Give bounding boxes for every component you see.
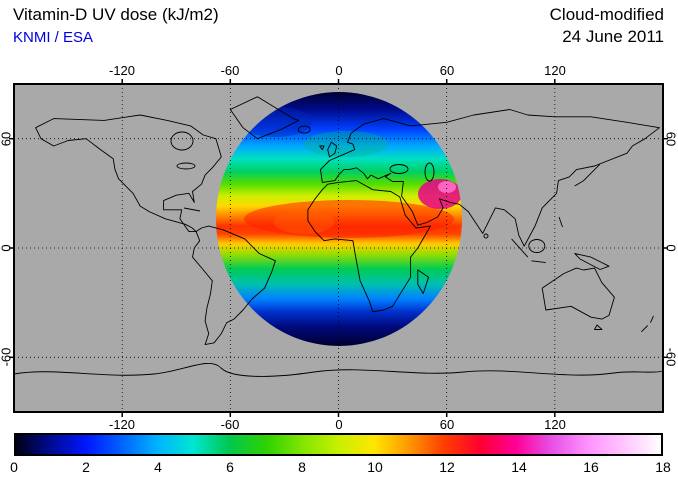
- lon-tick-label: 0: [335, 63, 343, 78]
- data-source-label: KNMI / ESA: [13, 29, 94, 46]
- colorbar-tick-label: 12: [439, 459, 455, 475]
- lon-tick-label: 0: [335, 417, 343, 432]
- lon-tick-label: -60: [220, 63, 240, 78]
- antarctica-outline: [13, 363, 664, 413]
- colorbar-tick-label: 4: [154, 459, 162, 475]
- continent-outlines: [35, 96, 660, 346]
- lon-tick-label: 60: [439, 63, 455, 78]
- uv-dose-swath: [216, 92, 462, 346]
- world-map: [9, 79, 668, 417]
- page-title: Vitamin-D UV dose (kJ/m2): [13, 5, 219, 24]
- colorbar-tick-label: 0: [10, 459, 18, 475]
- lon-tick-label: -60: [220, 417, 240, 432]
- lon-tick-label: 120: [544, 417, 566, 432]
- lon-tick-label: -120: [108, 417, 136, 432]
- lon-tick-label: 120: [544, 63, 566, 78]
- map-border: [13, 83, 664, 413]
- colorbar-tick-label: 10: [367, 459, 383, 475]
- colorbar-tick-label: 14: [511, 459, 527, 475]
- colorbar-tick-label: 18: [655, 459, 671, 475]
- colorbar-tick-label: 8: [298, 459, 306, 475]
- colorbar: [14, 433, 663, 456]
- colorbar-tick-label: 2: [82, 459, 90, 475]
- mode-label: Cloud-modified: [549, 5, 664, 24]
- graticule: [14, 84, 663, 412]
- colorbar-labels: 0 2 4 6 8 10 12 14 16 18: [10, 459, 671, 475]
- colorbar-tick-label: 6: [226, 459, 234, 475]
- lon-tick-label: 60: [439, 417, 455, 432]
- date-label: 24 June 2011: [562, 27, 664, 46]
- colorbar-tick-label: 16: [583, 459, 599, 475]
- lon-tick-label: -120: [108, 63, 136, 78]
